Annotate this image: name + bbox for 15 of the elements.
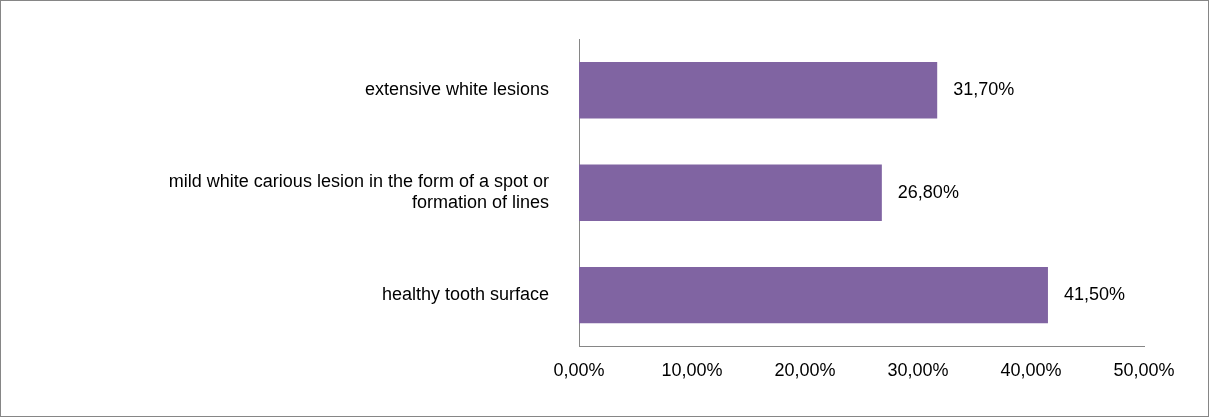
bar [579,164,882,221]
bar [579,62,938,119]
x-tick-label: 30,00% [887,360,949,381]
y-tick-label: healthy tooth surface [381,284,549,305]
x-tick-label: 20,00% [774,360,836,381]
y-tick-label: extensive white lesions [364,79,549,100]
x-tick-label: 50,00% [1113,360,1175,381]
x-tick-label: 40,00% [1000,360,1062,381]
x-tick-label: 10,00% [661,360,723,381]
data-label: 26,80% [897,181,959,202]
x-tick-label: 0,00% [553,360,605,381]
data-label: 41,50% [1063,284,1126,305]
bar [579,266,1048,324]
data-label: 31,70% [953,79,1015,100]
y-tick-label: mild white carious lesion in the form of a spot or formation of lines [168,170,549,213]
